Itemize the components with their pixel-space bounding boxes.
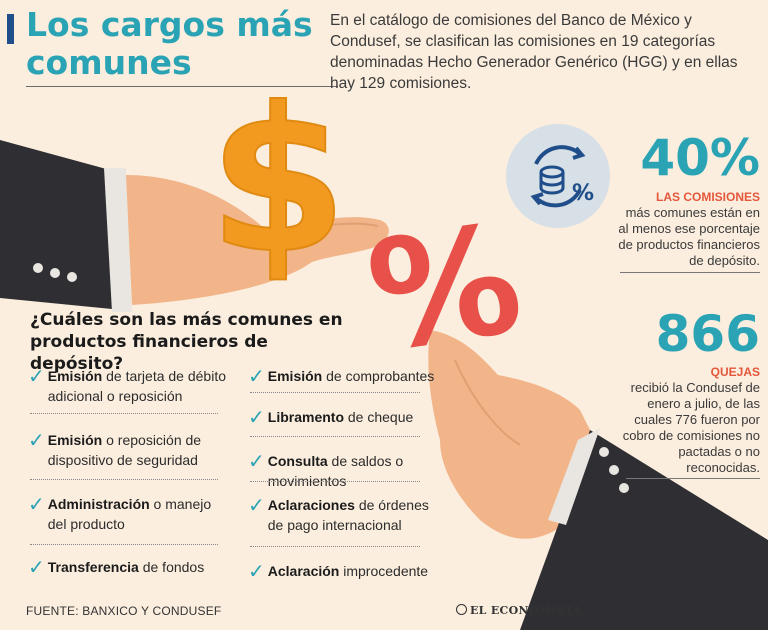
- stat-866-divider: [626, 478, 760, 479]
- checkmark-icon: ✓: [28, 428, 45, 452]
- stat-866-value: 866: [655, 305, 760, 363]
- dollar-sign-graphic: $: [208, 65, 347, 298]
- percent-sign-graphic: %: [358, 192, 531, 385]
- stat-866-text: recibió la Condusef de enero a julio, de…: [622, 380, 760, 475]
- button-dot: [67, 272, 77, 282]
- button-dot: [599, 447, 609, 457]
- checkmark-icon: ✓: [28, 555, 45, 579]
- list-item: ✓ Aclaraciones de órdenes de pago intern…: [248, 493, 429, 533]
- list-divider: [250, 436, 420, 437]
- stat-40-text: más comunes están en al menos ese porcen…: [618, 205, 760, 268]
- list-divider: [30, 413, 218, 414]
- source-note: FUENTE: BANXICO Y CONDUSEF: [26, 604, 222, 618]
- stat-40-divider: [620, 272, 760, 273]
- icon-percent-label: %: [572, 181, 594, 206]
- button-dot: [619, 483, 629, 493]
- button-dot: [609, 465, 619, 475]
- coins-percent-icon: %: [506, 124, 610, 228]
- list-divider: [30, 479, 218, 480]
- stat-40-value: 40%: [640, 129, 760, 187]
- list-item: ✓ Emisión de comprobantes: [248, 364, 435, 388]
- brand-logo: EL ECONOMISTA: [456, 604, 582, 617]
- checkmark-icon: ✓: [248, 493, 265, 517]
- list-item: ✓ Administración o manejo del producto: [28, 492, 212, 532]
- stat-866-label: QUEJAS: [710, 365, 760, 379]
- button-dot: [33, 263, 43, 273]
- checkmark-icon: ✓: [248, 364, 265, 388]
- left-hand-illustration: [0, 140, 389, 312]
- title-divider: [26, 86, 338, 87]
- intro-paragraph: En el catálogo de comisiones del Banco d…: [330, 12, 738, 92]
- checkmark-icon: ✓: [28, 492, 45, 516]
- list-divider: [250, 392, 420, 393]
- list-divider: [30, 544, 218, 545]
- list-item: ✓ Consulta de saldos o movimientos: [248, 449, 404, 489]
- list-item: ✓ Aclaración improcedente: [248, 559, 429, 583]
- list-divider: [250, 546, 420, 547]
- list-divider: [250, 481, 420, 482]
- button-dot: [50, 268, 60, 278]
- list-item: ✓ Transferencia de fondos: [28, 555, 205, 579]
- page-title: Los cargos más comunes: [26, 5, 313, 82]
- brand-mark-icon: [456, 604, 467, 615]
- right-hand-illustration: [428, 330, 768, 630]
- checkmark-icon: ✓: [28, 364, 45, 388]
- list-item: ✓ Emisión o reposición de dispositivo de…: [28, 428, 202, 468]
- title-accent-bar: [7, 14, 14, 44]
- list-question-heading: ¿Cuáles son las más comunes en productos…: [30, 310, 343, 374]
- list-item: ✓ Libramento de cheque: [248, 405, 414, 429]
- checkmark-icon: ✓: [248, 405, 265, 429]
- checkmark-icon: ✓: [248, 559, 265, 583]
- list-item: ✓ Emisión de tarjeta de débito adicional…: [28, 364, 226, 404]
- checkmark-icon: ✓: [248, 449, 265, 473]
- stat-40-label: LAS COMISIONES: [655, 190, 760, 204]
